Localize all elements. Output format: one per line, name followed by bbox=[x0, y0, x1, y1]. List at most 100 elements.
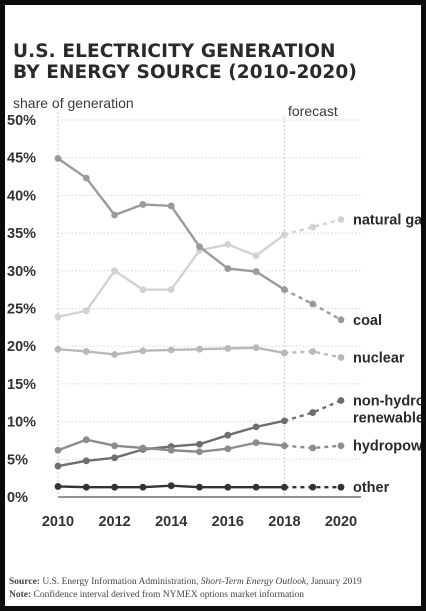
source-date: , January 2019 bbox=[306, 577, 362, 587]
data-point bbox=[54, 155, 62, 162]
data-point bbox=[82, 483, 90, 491]
data-point bbox=[252, 423, 260, 431]
series-label: hydropower bbox=[353, 439, 421, 455]
data-point bbox=[337, 316, 345, 324]
data-point bbox=[111, 454, 118, 462]
series-label: other bbox=[353, 480, 390, 496]
data-point bbox=[224, 431, 232, 439]
source-label: Source: bbox=[9, 577, 40, 587]
data-point bbox=[167, 202, 175, 210]
data-point bbox=[196, 440, 203, 448]
x-tick-label: 2010 bbox=[42, 514, 74, 530]
x-tick-label: 2012 bbox=[98, 514, 130, 530]
data-point bbox=[139, 286, 147, 294]
series-label: non-hydro bbox=[353, 393, 421, 409]
data-point bbox=[281, 417, 288, 425]
series-line-forecast bbox=[284, 444, 342, 450]
data-point bbox=[309, 409, 317, 416]
data-point bbox=[54, 345, 62, 353]
series-label: natural gas bbox=[353, 213, 421, 229]
data-point bbox=[252, 344, 260, 352]
data-point bbox=[337, 442, 345, 450]
chart-title: U.S. ELECTRICITY GENERATION BY ENERGY SO… bbox=[13, 41, 357, 83]
x-tick-label: 2014 bbox=[155, 514, 187, 530]
data-point bbox=[139, 444, 147, 452]
data-point bbox=[82, 457, 90, 465]
note-label: Note: bbox=[9, 590, 32, 600]
data-point bbox=[111, 267, 118, 275]
data-point bbox=[196, 448, 203, 456]
data-point bbox=[309, 223, 317, 231]
data-point bbox=[281, 286, 288, 294]
data-point bbox=[139, 347, 147, 355]
series-label: renewables bbox=[353, 410, 421, 426]
series-label: coal bbox=[353, 313, 382, 329]
data-point bbox=[281, 231, 288, 239]
data-point bbox=[54, 462, 62, 470]
series-line-forecast bbox=[284, 218, 342, 236]
data-point bbox=[309, 444, 317, 452]
y-tick-label: 10% bbox=[7, 415, 36, 431]
series-line-historical bbox=[57, 233, 286, 318]
data-point bbox=[196, 243, 203, 251]
data-point bbox=[54, 313, 62, 321]
data-point bbox=[54, 483, 62, 490]
data-point bbox=[82, 307, 90, 315]
x-tick-label: 2018 bbox=[268, 514, 300, 530]
data-point bbox=[196, 483, 203, 491]
data-point bbox=[224, 345, 232, 352]
x-tick-label: 2020 bbox=[325, 514, 357, 530]
forecast-label: forecast bbox=[288, 103, 338, 119]
data-point bbox=[167, 482, 175, 490]
y-tick-label: 25% bbox=[7, 302, 36, 318]
source-text: U.S. Energy Information Administration, bbox=[39, 577, 201, 587]
data-point bbox=[196, 345, 203, 353]
chart-title-line-2: BY ENERGY SOURCE (2010-2020) bbox=[13, 62, 357, 83]
data-point bbox=[309, 300, 317, 308]
note-line: Note: Confidence interval derived from N… bbox=[9, 589, 421, 602]
data-point bbox=[252, 483, 260, 491]
data-point bbox=[139, 201, 147, 208]
data-point bbox=[309, 348, 317, 355]
y-tick-label: 40% bbox=[7, 188, 36, 204]
chart-card: U.S. ELECTRICITY GENERATION BY ENERGY SO… bbox=[5, 5, 421, 606]
y-tick-label: 20% bbox=[7, 339, 36, 355]
data-point bbox=[82, 174, 90, 182]
data-point bbox=[337, 354, 345, 361]
data-point bbox=[337, 483, 345, 491]
series-label: nuclear bbox=[353, 351, 405, 367]
data-point bbox=[309, 483, 317, 491]
data-point bbox=[111, 442, 118, 450]
data-point bbox=[167, 446, 175, 454]
x-tick-label: 2016 bbox=[212, 514, 244, 530]
data-point bbox=[252, 252, 260, 260]
y-tick-label: 0% bbox=[7, 490, 28, 506]
data-point bbox=[281, 442, 288, 450]
data-point bbox=[82, 436, 90, 444]
data-point bbox=[337, 216, 345, 223]
data-point bbox=[54, 446, 62, 454]
source-publication: Short-Term Energy Outlook bbox=[200, 577, 307, 587]
data-point bbox=[337, 397, 345, 404]
y-tick-label: 45% bbox=[7, 151, 36, 167]
y-tick-label: 50% bbox=[7, 113, 36, 129]
chart-title-line-1: U.S. ELECTRICITY GENERATION bbox=[13, 41, 336, 62]
line-chart: 0% 5% 10% 15% 20% 25% 30% 35% 40% 45% 50% 2010 2012 2… bbox=[7, 112, 421, 530]
y-tick-label: 5% bbox=[7, 452, 28, 468]
note-text: Confidence interval derived from NYMEX o… bbox=[31, 590, 304, 600]
data-point bbox=[167, 286, 175, 294]
series-line-forecast bbox=[284, 350, 342, 359]
data-point bbox=[111, 351, 118, 358]
data-point bbox=[111, 211, 118, 219]
series-line-forecast bbox=[284, 399, 342, 422]
data-point bbox=[252, 439, 260, 447]
series-line-forecast bbox=[283, 288, 342, 321]
data-point bbox=[252, 268, 260, 275]
data-point bbox=[139, 483, 147, 491]
y-tick-label: 35% bbox=[7, 226, 36, 242]
y-tick-label: 30% bbox=[7, 264, 36, 280]
data-point bbox=[281, 349, 288, 357]
data-point bbox=[224, 241, 232, 248]
y-axis-label: share of generation bbox=[13, 95, 134, 111]
data-point bbox=[167, 346, 175, 354]
